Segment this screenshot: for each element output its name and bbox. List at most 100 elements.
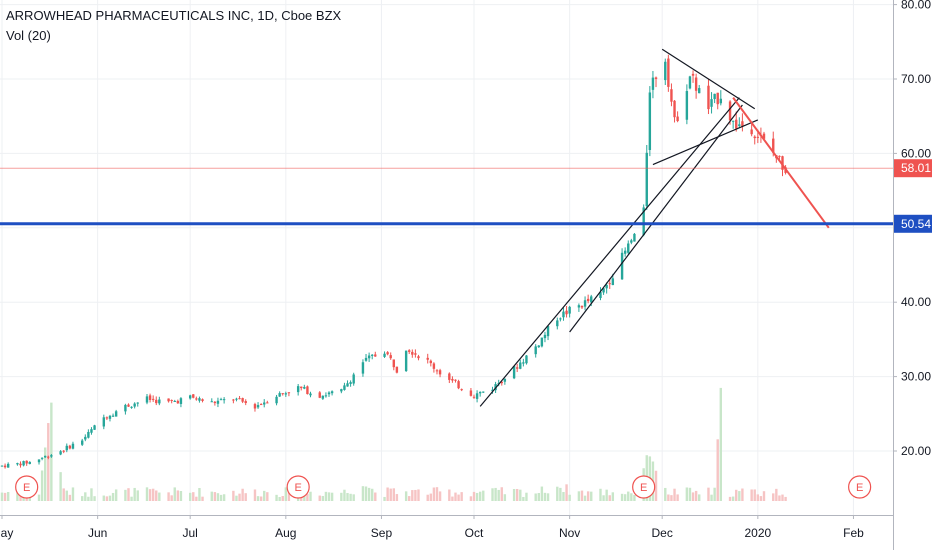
candle-body	[673, 100, 676, 118]
candle-body	[108, 415, 112, 419]
candle-body	[556, 320, 559, 327]
candle-body	[750, 129, 753, 135]
time-axis[interactable]: May Jun Jul Aug Sep Oct Nov Dec 2020 Feb	[0, 515, 893, 540]
trend-line-lower-channel-a[interactable]	[479, 97, 740, 407]
candle-body	[525, 355, 528, 364]
time-tick-label: Jul	[183, 526, 198, 540]
candle-body	[281, 393, 284, 395]
candle-body	[0, 465, 4, 467]
volume-bar	[364, 486, 368, 501]
price-axis-bg	[893, 0, 932, 550]
volume-bar	[330, 492, 334, 501]
symbol-title[interactable]: ARROWHEAD PHARMACEUTICALS INC, 1D, Cboe …	[6, 8, 342, 23]
time-tick-label: Oct	[465, 526, 484, 540]
volume-bar	[352, 494, 355, 501]
candle-body	[266, 402, 269, 404]
candle-body	[546, 325, 550, 337]
candle-body	[219, 399, 223, 401]
candle-body	[195, 398, 198, 400]
candle-body	[731, 120, 735, 122]
candle-body	[411, 351, 414, 355]
volume-bar	[127, 488, 130, 501]
candle-body	[210, 401, 213, 403]
candle-body	[40, 457, 44, 459]
candle-body	[478, 391, 482, 394]
volume-bar	[130, 496, 133, 501]
volume-bar	[349, 493, 352, 501]
candle-body	[515, 367, 519, 369]
candle-body	[599, 292, 602, 299]
volume-bar	[170, 495, 173, 501]
volume-bar	[738, 491, 741, 501]
volume-bar	[728, 496, 732, 501]
candle-body	[457, 381, 460, 389]
candle-body	[65, 445, 68, 451]
volume-bar	[654, 470, 658, 501]
volume-bar	[241, 488, 244, 501]
candle-body	[386, 352, 389, 355]
volume-bar	[50, 402, 53, 501]
candle-body	[664, 61, 667, 81]
candle-body	[133, 403, 136, 407]
volume-bar	[429, 493, 433, 501]
volume-bar	[371, 488, 374, 501]
candle-body	[306, 386, 309, 395]
candle-body	[756, 136, 760, 138]
candle-body	[296, 386, 300, 393]
earnings-marker[interactable]: E	[848, 475, 872, 499]
volume-bar	[778, 495, 781, 501]
volume-bar	[565, 484, 568, 501]
candle-body	[352, 374, 355, 384]
candle-body	[346, 383, 349, 387]
last-price-badge: 58.01	[894, 159, 932, 178]
candle-body	[710, 99, 713, 107]
volume-bar	[133, 487, 136, 501]
candle-body	[213, 401, 217, 404]
candle-body	[580, 306, 584, 308]
volume-bar	[361, 486, 365, 501]
trend-line-triangle-top[interactable]	[661, 48, 756, 110]
volume-bar	[534, 493, 537, 501]
candle-body	[198, 398, 201, 401]
volume-bar	[602, 495, 605, 501]
earnings-marker[interactable]: E	[286, 475, 310, 499]
volume-bar	[232, 490, 235, 501]
volume-bar	[417, 489, 420, 501]
candle-body	[503, 378, 507, 382]
candle-body	[238, 398, 241, 400]
earnings-marker[interactable]: E	[632, 475, 656, 499]
volume-bar	[343, 489, 346, 501]
candle-body	[330, 391, 334, 394]
candle-body	[318, 392, 321, 398]
candle-body	[654, 77, 658, 80]
trend-line-breakdown[interactable]	[732, 97, 830, 229]
candle-body	[275, 396, 278, 404]
candle-body	[367, 355, 371, 359]
candle-body	[136, 402, 139, 404]
volume-bar	[158, 492, 161, 501]
trend-lines[interactable]	[479, 48, 830, 407]
volume-bar	[716, 439, 719, 501]
candle-body	[608, 283, 611, 285]
trend-line-lower-channel-b[interactable]	[569, 104, 743, 333]
volume-bar	[71, 487, 75, 501]
candle-body	[772, 138, 775, 153]
candle-body	[188, 395, 192, 399]
volume-bar	[40, 470, 44, 501]
trend-line-triangle-bottom[interactable]	[652, 119, 759, 166]
volume-bar	[192, 492, 195, 501]
volume-bar	[676, 494, 679, 501]
candle-body	[469, 390, 473, 396]
candle-body	[753, 136, 756, 139]
candle-body	[707, 85, 710, 110]
price-axis[interactable]: 80.00 70.00 60.00 40.00 30.00 20.00	[893, 0, 932, 550]
candle-body	[124, 404, 127, 412]
volume-bar	[688, 487, 692, 501]
volume-indicator-label[interactable]: Vol (20)	[6, 28, 51, 43]
volume-bar	[114, 489, 118, 501]
volume-bar	[784, 496, 787, 501]
volume-bar	[253, 489, 257, 501]
earnings-marker[interactable]: E	[15, 475, 39, 499]
